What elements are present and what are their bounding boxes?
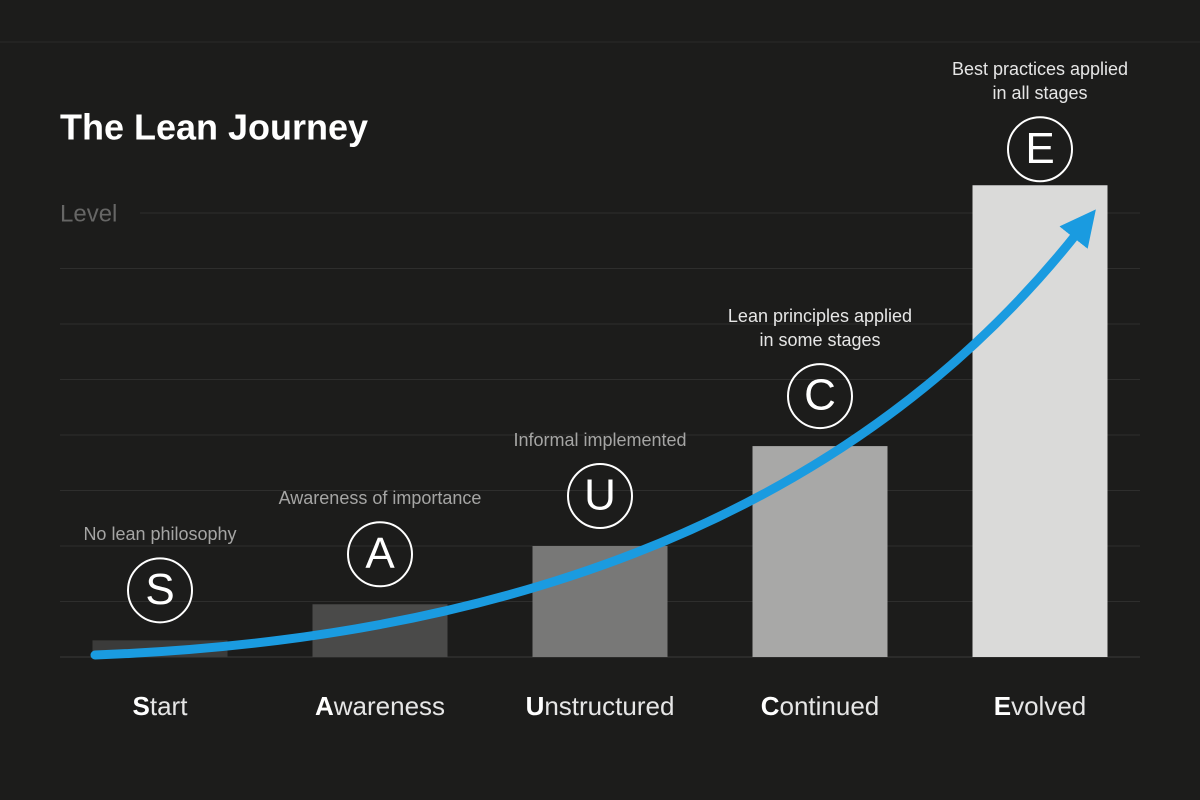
stage-letter: U <box>584 471 616 520</box>
stage-letter: A <box>365 529 395 578</box>
stage-circle <box>347 521 413 588</box>
stage-circle <box>567 463 633 529</box>
stage-circle <box>127 557 193 624</box>
x-tick-label: Start <box>133 691 189 721</box>
x-tick-label: Unstructured <box>526 691 675 721</box>
stage-description: in all stages <box>992 83 1087 103</box>
bars <box>92 185 1108 657</box>
bar <box>972 185 1108 657</box>
x-tick-label: Awareness <box>315 691 445 721</box>
stage-description: in some stages <box>759 330 880 350</box>
chart-title: The Lean Journey <box>60 107 368 148</box>
stage-letter: E <box>1025 124 1054 173</box>
y-axis-label: Level <box>60 200 117 227</box>
stage-letter: C <box>804 371 836 420</box>
stage-description: Awareness of importance <box>279 488 482 508</box>
x-tick-label: Evolved <box>994 691 1087 721</box>
stage-description: No lean philosophy <box>83 524 236 544</box>
bar <box>752 446 888 657</box>
stage-description: Best practices applied <box>952 59 1128 79</box>
stage-circle <box>1007 116 1073 183</box>
x-tick-label: Continued <box>761 691 880 721</box>
stage-description: Informal implemented <box>513 430 686 450</box>
labels: S No lean philosophy Start A Awareness of im… <box>83 59 1128 721</box>
stage-description: Lean principles applied <box>728 306 912 326</box>
stage-circle <box>787 363 853 430</box>
stage-letter: S <box>145 565 174 614</box>
growth-arrow <box>90 209 1096 660</box>
